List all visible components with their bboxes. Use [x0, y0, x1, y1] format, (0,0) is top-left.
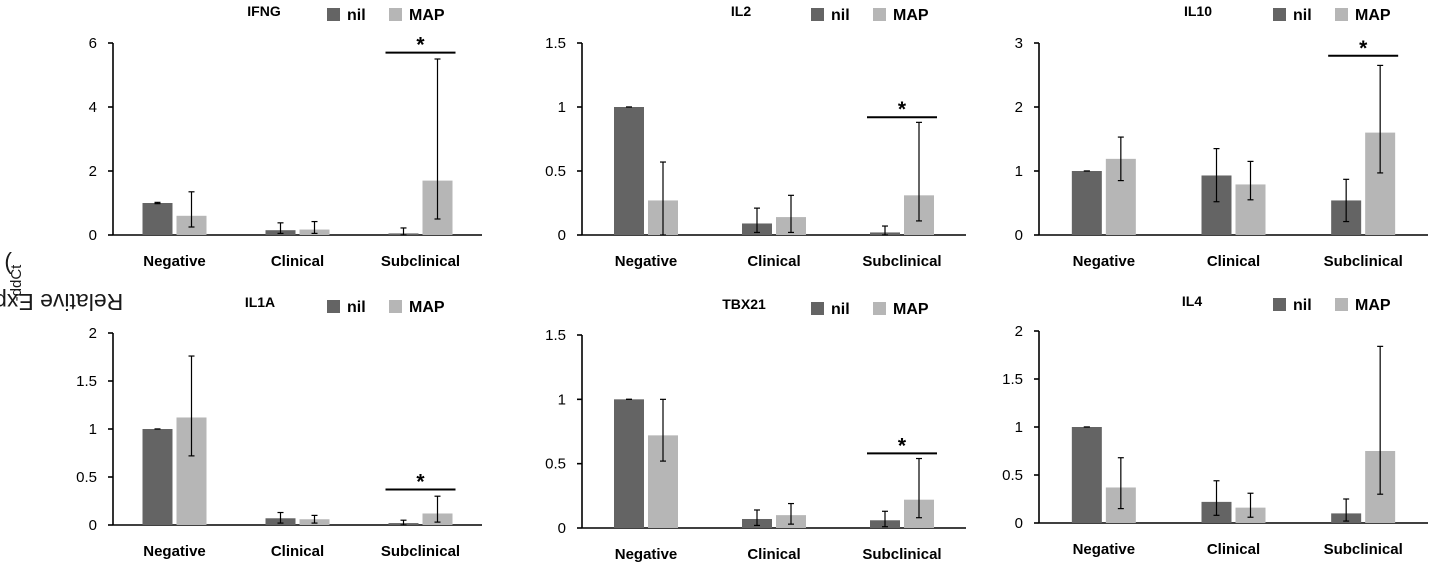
legend-swatch-map [389, 300, 402, 313]
legend-swatch-nil [327, 300, 340, 313]
y-tick-label: 1.5 [76, 373, 97, 390]
category-label-subclinical: Subclinical [1324, 541, 1403, 558]
category-label-clinical: Clinical [271, 253, 324, 270]
legend-swatch-map [1335, 8, 1348, 21]
legend-label-nil: nil [347, 299, 366, 316]
chart-tbx21: TBX21 nil MAP 0 0.5 1 1.5 Negative Clinical Subcl… [545, 296, 966, 563]
chart-title: TBX21 [722, 296, 766, 312]
category-label-subclinical: Subclinical [862, 546, 941, 563]
legend-label-nil: nil [831, 7, 850, 24]
y-tick-label: 0.5 [545, 456, 566, 473]
y-tick-label: 0.5 [545, 163, 566, 180]
legend-label-map: MAP [1355, 7, 1391, 24]
chart-title: IL1A [245, 294, 275, 310]
y-tick-label: 1 [89, 421, 97, 438]
y-tick-label: 1 [1015, 163, 1023, 180]
significance-star: * [1359, 37, 1368, 60]
y-tick-label: 2 [1015, 99, 1023, 116]
legend-label-nil: nil [831, 301, 850, 318]
category-label-subclinical: Subclinical [381, 253, 460, 270]
y-tick-label: 1.5 [1002, 371, 1023, 388]
significance-star: * [898, 434, 907, 457]
bar-nil-negative [1071, 171, 1102, 235]
y-tick-label: 1 [558, 99, 566, 116]
legend-swatch-nil [811, 8, 824, 21]
category-label-clinical: Clinical [1207, 253, 1260, 270]
significance-star: * [416, 470, 425, 493]
y-tick-label: 6 [89, 35, 97, 52]
chart-title: IL4 [1182, 293, 1202, 309]
chart-ifng: IFNG nil MAP 0 2 4 6 Negative Clinical Subclinica… [89, 3, 482, 270]
legend-swatch-map [389, 8, 402, 21]
category-label-negative: Negative [1073, 541, 1136, 558]
y-tick-label: 0 [558, 520, 566, 537]
bar-nil-negative [142, 203, 173, 235]
legend-swatch-nil [327, 8, 340, 21]
category-label-subclinical: Subclinical [1324, 253, 1403, 270]
y-tick-label: 4 [89, 99, 97, 116]
chart-il2: IL2 nil MAP 0 0.5 1 1.5 Negative Clinical Subclin… [545, 3, 966, 270]
y-tick-label: 1.5 [545, 35, 566, 52]
bar-nil-negative [1071, 427, 1102, 523]
legend-swatch-nil [1273, 8, 1286, 21]
legend-swatch-map [873, 8, 886, 21]
chart-title: IL2 [731, 3, 751, 19]
category-label-negative: Negative [143, 543, 206, 560]
legend-label-nil: nil [1293, 7, 1312, 24]
y-tick-label: 1 [558, 391, 566, 408]
category-label-subclinical: Subclinical [381, 543, 460, 560]
chart-title: IFNG [247, 3, 281, 19]
y-tick-label: 1.5 [545, 327, 566, 344]
y-tick-label: 1 [1015, 419, 1023, 436]
y-tick-label: 0 [89, 517, 97, 534]
legend-label-nil: nil [347, 7, 366, 24]
chart-title: IL10 [1184, 3, 1212, 19]
y-tick-label: 3 [1015, 35, 1023, 52]
y-tick-label: 0 [89, 227, 97, 244]
legend-label-map: MAP [893, 7, 929, 24]
significance-star: * [898, 98, 907, 121]
y-tick-label: 0 [1015, 515, 1023, 532]
legend-label-map: MAP [893, 301, 929, 318]
legend-swatch-map [1335, 298, 1348, 311]
category-label-negative: Negative [143, 253, 206, 270]
y-tick-label: 2 [89, 163, 97, 180]
y-tick-label: 2 [1015, 323, 1023, 340]
y-tick-label: 0.5 [1002, 467, 1023, 484]
chart-il1a: IL1A nil MAP 0 0.5 1 1.5 2 Negative Clinical Subcl… [76, 294, 482, 560]
chart-il4: IL4 nil MAP 0 0.5 1 1.5 2 Negative Clinical Subcli… [1002, 293, 1428, 558]
y-tick-label: 0.5 [76, 469, 97, 486]
category-label-clinical: Clinical [271, 543, 324, 560]
bar-nil-negative [614, 399, 644, 528]
y-tick-label: 0 [1015, 227, 1023, 244]
category-label-clinical: Clinical [747, 253, 800, 270]
category-label-negative: Negative [1073, 253, 1136, 270]
bar-nil-negative [142, 429, 173, 525]
bar-nil-negative [614, 107, 644, 235]
significance-star: * [416, 34, 425, 57]
category-label-clinical: Clinical [747, 546, 800, 563]
legend-swatch-nil [1273, 298, 1286, 311]
category-label-negative: Negative [615, 546, 678, 563]
legend-label-map: MAP [409, 7, 445, 24]
y-tick-label: 0 [558, 227, 566, 244]
category-label-negative: Negative [615, 253, 678, 270]
chart-il10: IL10 nil MAP 0 1 2 3 Negative Clinical Subclinica… [1015, 3, 1428, 270]
legend-swatch-map [873, 302, 886, 315]
category-label-clinical: Clinical [1207, 541, 1260, 558]
legend-label-nil: nil [1293, 297, 1312, 314]
legend-label-map: MAP [1355, 297, 1391, 314]
legend-label-map: MAP [409, 299, 445, 316]
legend-swatch-nil [811, 302, 824, 315]
category-label-subclinical: Subclinical [862, 253, 941, 270]
y-tick-label: 2 [89, 325, 97, 342]
